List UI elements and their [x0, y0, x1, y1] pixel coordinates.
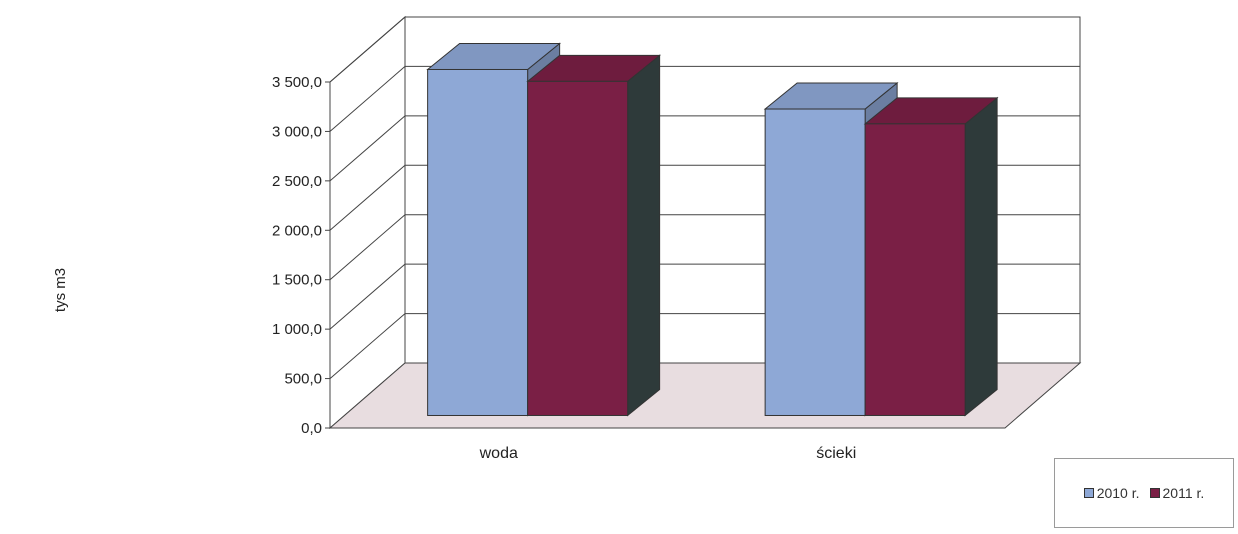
bar-side — [627, 54, 661, 417]
legend-label-2010: 2010 r. — [1096, 485, 1140, 501]
gridline — [329, 65, 1080, 132]
bar — [427, 68, 529, 416]
y-tick-label: 3 500,0 — [272, 74, 322, 91]
legend-swatch-2011 — [1149, 488, 1160, 498]
bar-side — [964, 96, 998, 417]
legend-item-2010: 2010 r. — [1083, 485, 1140, 501]
bar — [764, 108, 866, 416]
x-tick-label: ścieki — [816, 445, 856, 462]
legend: 2010 r. 2011 r. — [1054, 458, 1234, 528]
bar — [864, 123, 966, 416]
y-tick-label: 500,0 — [284, 371, 322, 388]
y-tick-label: 1 000,0 — [272, 321, 322, 338]
y-tick-label: 0,0 — [301, 420, 322, 437]
x-tick-label: woda — [479, 445, 518, 462]
x-tick-labels: woda ścieki — [479, 445, 857, 462]
side-wall — [329, 15, 406, 430]
bar — [527, 80, 629, 416]
y-tick-label: 2 500,0 — [272, 173, 322, 190]
legend-item-2011: 2011 r. — [1149, 485, 1205, 501]
y-tick-label: 1 500,0 — [272, 272, 322, 289]
y-axis-label: tys m3 — [52, 267, 69, 313]
bars — [426, 42, 999, 417]
y-tick-labels: 0,0 500,0 1 000,0 1 500,0 2 000,0 2 500,0 3 00… — [272, 74, 330, 437]
legend-swatch-2010 — [1083, 488, 1094, 498]
legend-label-2011: 2011 r. — [1162, 485, 1205, 501]
y-tick-label: 3 000,0 — [272, 123, 322, 140]
y-tick-label: 2 000,0 — [272, 222, 322, 239]
gridline — [329, 16, 1080, 83]
